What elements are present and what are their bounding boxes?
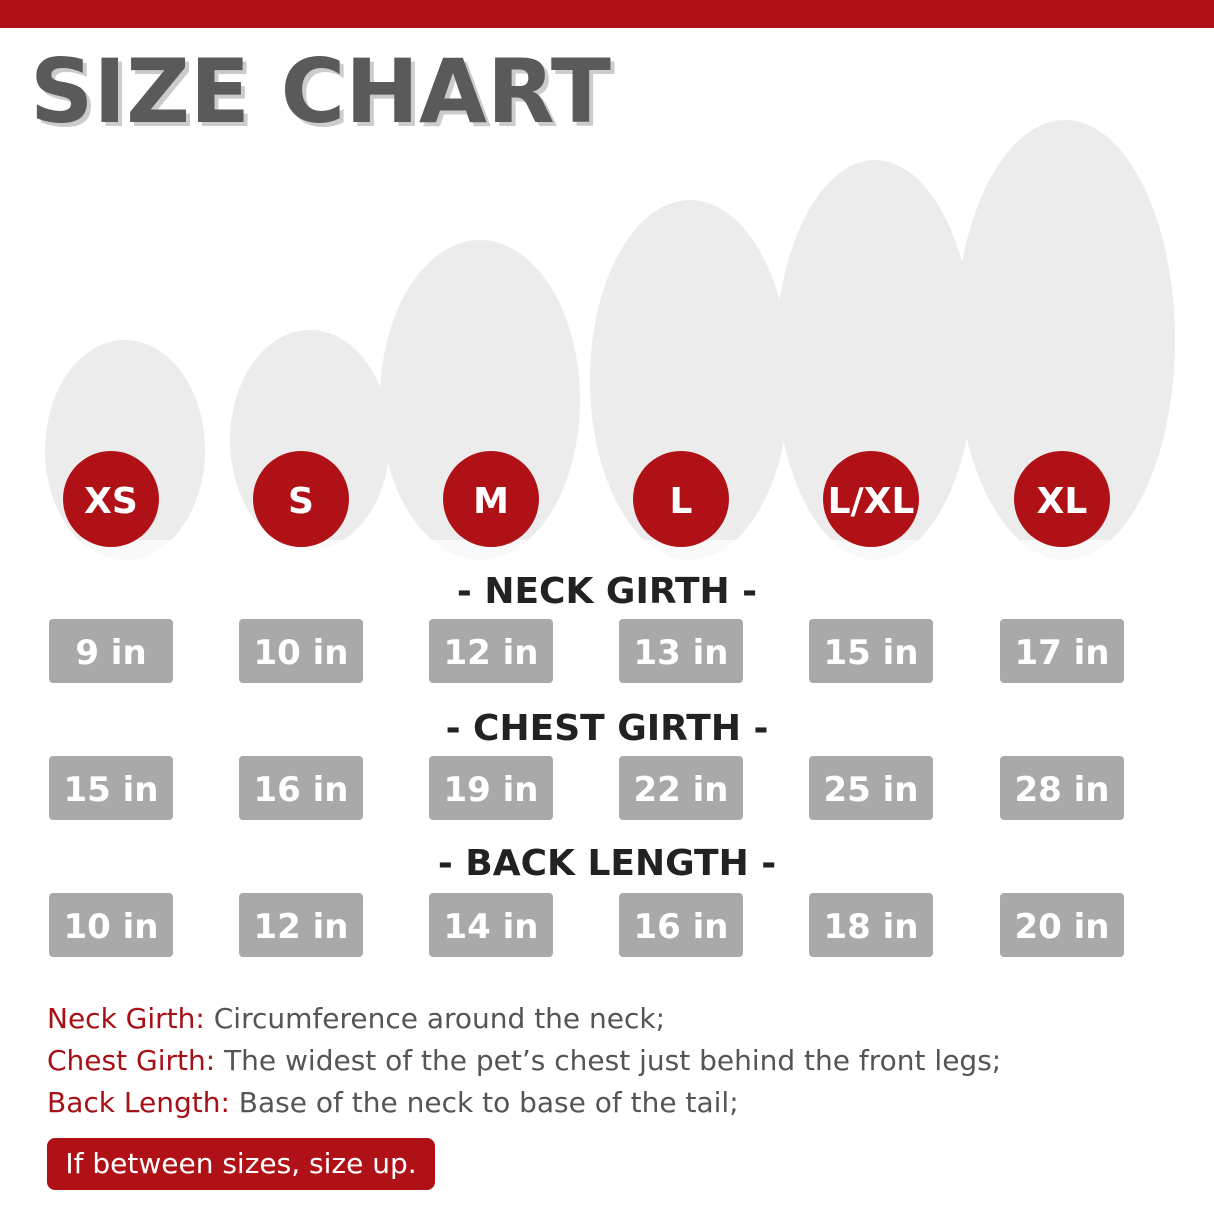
- value-label: 12 in: [443, 633, 538, 673]
- value-label: 15 in: [63, 770, 158, 810]
- size-label: L: [670, 481, 693, 522]
- value-box: [809, 756, 933, 820]
- size-label: L/XL: [828, 481, 915, 522]
- value-label: 12 in: [253, 907, 348, 947]
- value-label: 25 in: [823, 770, 918, 810]
- top-bar: [0, 0, 1214, 28]
- note-box: [47, 1138, 435, 1190]
- value-label: 14 in: [443, 907, 538, 947]
- section-title: - BACK LENGTH -: [438, 843, 776, 884]
- value-label: 15 in: [823, 633, 918, 673]
- value-box: [239, 619, 363, 683]
- size-badge: [253, 451, 349, 547]
- definition: Neck Girth: Circumference around the nec…: [47, 1002, 665, 1035]
- value-label: 18 in: [823, 907, 918, 947]
- definition-text: Circumference around the neck;: [214, 1002, 665, 1035]
- definition-text: The widest of the pet’s chest just behin…: [223, 1044, 1001, 1077]
- size-badge: [443, 451, 539, 547]
- size-badge: [823, 451, 919, 547]
- value-label: 13 in: [633, 633, 728, 673]
- value-label: 17 in: [1014, 633, 1109, 673]
- value-box: [239, 893, 363, 957]
- definition-text: Base of the neck to base of the tail;: [239, 1086, 739, 1119]
- value-label: 10 in: [253, 633, 348, 673]
- value-box: [619, 756, 743, 820]
- value-box: [429, 619, 553, 683]
- section-title: - NECK GIRTH -: [457, 571, 757, 612]
- value-label: 16 in: [633, 907, 728, 947]
- definition-term: Back Length:: [47, 1086, 230, 1119]
- title-shadow: SIZE CHART: [34, 44, 615, 147]
- value-box: [49, 619, 173, 683]
- dog-photos: [45, 120, 1175, 560]
- value-label: 20 in: [1014, 907, 1109, 947]
- section-title: - CHEST GIRTH -: [446, 708, 769, 749]
- size-badge: [1014, 451, 1110, 547]
- title: SIZE CHART: [30, 40, 611, 143]
- value-box: [429, 756, 553, 820]
- value-box: [809, 619, 933, 683]
- value-label: 10 in: [63, 907, 158, 947]
- size-label: S: [288, 481, 314, 522]
- size-label: M: [473, 481, 509, 522]
- value-box: [1000, 756, 1124, 820]
- size-badge: [633, 451, 729, 547]
- size-label: XL: [1037, 481, 1088, 522]
- fade: [0, 540, 1214, 580]
- value-label: 19 in: [443, 770, 538, 810]
- value-box: [809, 893, 933, 957]
- value-box: [1000, 619, 1124, 683]
- value-label: 22 in: [633, 770, 728, 810]
- size-badge: [63, 451, 159, 547]
- value-label: 9 in: [75, 633, 146, 673]
- value-box: [49, 756, 173, 820]
- value-box: [619, 893, 743, 957]
- definition-term: Neck Girth:: [47, 1002, 205, 1035]
- value-box: [619, 619, 743, 683]
- value-label: 16 in: [253, 770, 348, 810]
- definition: Chest Girth: The widest of the pet’s che…: [47, 1044, 1001, 1077]
- value-box: [429, 893, 553, 957]
- definition: Back Length: Base of the neck to base of…: [47, 1086, 739, 1119]
- note: If between sizes, size up.: [65, 1147, 416, 1180]
- size-label: XS: [84, 481, 138, 522]
- value-box: [1000, 893, 1124, 957]
- definition-term: Chest Girth:: [47, 1044, 215, 1077]
- value-label: 28 in: [1014, 770, 1109, 810]
- value-box: [239, 756, 363, 820]
- value-box: [49, 893, 173, 957]
